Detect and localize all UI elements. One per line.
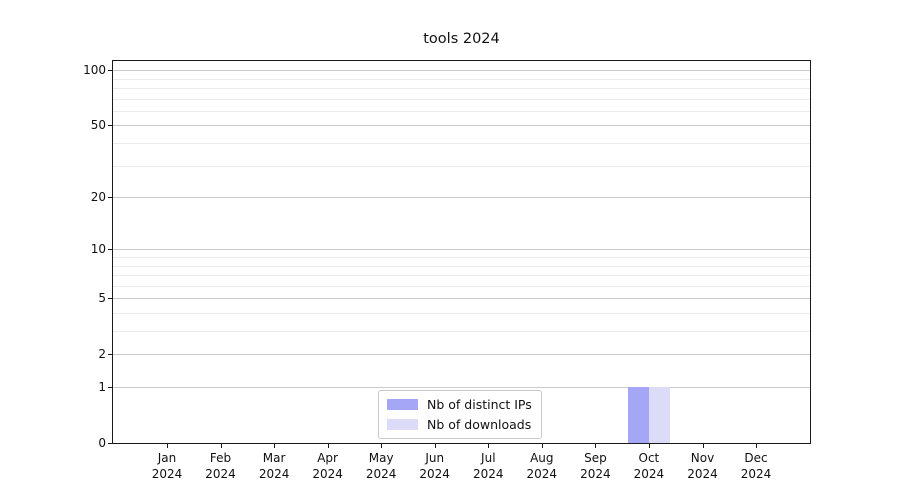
x-tick-label: Jan 2024	[151, 451, 183, 481]
x-tick-label: Aug 2024	[526, 451, 558, 481]
y-tick-mark	[108, 249, 112, 251]
x-tick-mark	[167, 444, 168, 448]
gridline-minor	[113, 265, 810, 267]
y-tick-label: 100	[83, 63, 106, 78]
x-tick-mark	[381, 444, 383, 448]
x-tick-label: Apr 2024	[312, 451, 343, 481]
x-tick-label: Nov 2024	[687, 451, 718, 481]
y-tick-label: 2	[98, 347, 106, 362]
gridline-major	[113, 249, 810, 251]
y-tick-mark	[108, 354, 112, 356]
legend: Nb of distinct IPs Nb of downloads	[378, 390, 542, 439]
x-tick-label: May 2024	[365, 451, 397, 481]
x-tick-label: Mar 2024	[258, 451, 290, 481]
gridline-minor	[113, 78, 810, 80]
x-tick-label: Feb 2024	[205, 451, 236, 481]
x-tick-mark	[702, 444, 704, 448]
x-tick-label: Dec 2024	[740, 451, 772, 481]
gridline-minor	[113, 87, 810, 89]
x-tick-mark	[648, 444, 650, 448]
y-tick-label: 5	[98, 291, 106, 306]
y-tick-mark	[108, 70, 112, 72]
x-tick-label: Jun 2024	[419, 451, 450, 481]
legend-item-downloads: Nb of downloads	[387, 417, 532, 432]
x-tick-mark	[434, 444, 436, 448]
legend-item-distinct-ips: Nb of distinct IPs	[387, 397, 532, 412]
x-tick-mark	[274, 444, 276, 448]
chart-title: tools 2024	[423, 31, 500, 47]
downloads-swatch-icon	[387, 419, 418, 430]
y-tick-label: 50	[90, 118, 106, 133]
x-tick-mark	[756, 444, 757, 448]
x-tick-mark	[541, 444, 543, 448]
x-tick-mark	[595, 444, 597, 448]
y-tick-mark	[108, 197, 112, 198]
x-tick-mark	[488, 444, 490, 448]
bar-downloads	[648, 387, 671, 443]
legend-label: Nb of distinct IPs	[427, 397, 532, 412]
x-tick-label: Jul 2024	[473, 451, 504, 481]
x-tick-label: Oct 2024	[633, 451, 665, 481]
y-tick-mark	[108, 387, 112, 388]
y-tick-mark	[108, 443, 112, 444]
x-tick-mark	[220, 444, 222, 448]
gridline-minor	[113, 285, 810, 287]
x-tick-mark	[327, 444, 329, 448]
y-tick-label: 0	[98, 436, 106, 450]
gridline-minor	[113, 256, 810, 258]
gridline-major	[113, 125, 810, 127]
bar-distinct-ips	[627, 387, 649, 443]
gridline-minor	[113, 331, 810, 332]
legend-label: Nb of downloads	[427, 417, 532, 432]
y-tick-mark	[108, 125, 112, 127]
plot-area	[112, 60, 811, 444]
x-tick-label: Sep 2024	[580, 451, 611, 481]
gridline-major	[113, 197, 810, 198]
gridline-major	[113, 387, 810, 388]
gridline-minor	[113, 110, 810, 112]
gridline-minor	[113, 142, 810, 144]
gridline-minor	[113, 98, 810, 100]
gridline-major	[113, 298, 810, 300]
gridline-major	[113, 70, 810, 72]
gridline-minor	[113, 312, 810, 314]
y-tick-mark	[108, 298, 112, 300]
gridline-major	[113, 354, 810, 356]
distinct-ips-swatch-icon	[387, 399, 418, 410]
gridline-minor	[113, 275, 810, 276]
y-tick-label: 10	[90, 242, 106, 257]
y-tick-label: 1	[98, 380, 106, 394]
gridline-minor	[113, 165, 810, 167]
y-tick-label: 20	[90, 190, 106, 204]
